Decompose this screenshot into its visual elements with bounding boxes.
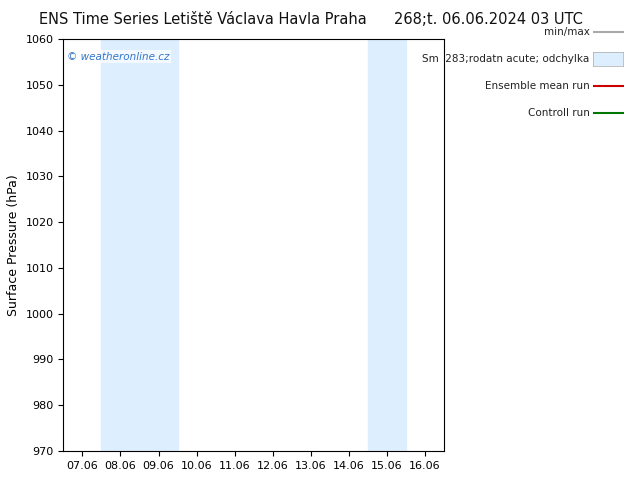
Text: ENS Time Series Letiště Václava Havla Praha: ENS Time Series Letiště Václava Havla Pr…: [39, 12, 366, 27]
Bar: [368, 39, 406, 451]
Y-axis label: Surface Pressure (hPa): Surface Pressure (hPa): [7, 174, 20, 316]
Text: © weatheronline.cz: © weatheronline.cz: [67, 51, 170, 62]
Text: Ensemble mean run: Ensemble mean run: [485, 81, 590, 91]
Text: Sm  283;rodatn acute; odchylka: Sm 283;rodatn acute; odchylka: [422, 54, 590, 64]
Text: 268;t. 06.06.2024 03 UTC: 268;t. 06.06.2024 03 UTC: [394, 12, 583, 27]
Text: min/max: min/max: [544, 27, 590, 37]
Bar: [101, 39, 178, 451]
Text: Controll run: Controll run: [527, 108, 590, 118]
